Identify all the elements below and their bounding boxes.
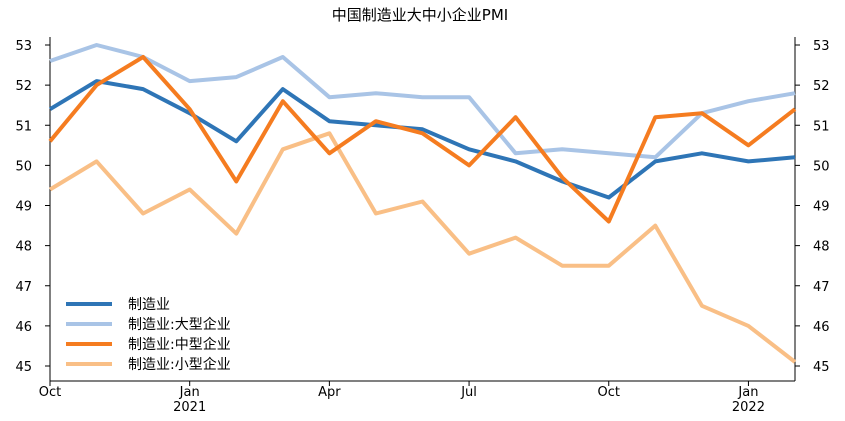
axes: 45 45 46 46 47 47 48 48 49 49 50 50 51 51 52 52 53 53 Oct J…: [15, 37, 830, 415]
y-tick-label-right: 52: [813, 79, 830, 94]
legend-label-0: 制造业: [128, 297, 170, 313]
y-tick-label-right: 47: [813, 280, 830, 295]
y-tick-label-left: 48: [15, 240, 32, 255]
series-layer: [48, 43, 797, 364]
x-tick-label-month: Jul: [460, 385, 477, 400]
y-tick-label-left: 45: [15, 360, 32, 375]
y-tick-label-right: 53: [813, 39, 830, 54]
y-tick-label-right: 46: [813, 320, 830, 335]
y-tick-label-right: 45: [813, 360, 830, 375]
y-tick-label-left: 51: [15, 119, 32, 134]
series-line-2: [48, 55, 797, 224]
series-line-0: [48, 79, 796, 200]
chart-title: 中国制造业大中小企业PMI: [332, 6, 508, 24]
series-line-3: [48, 131, 797, 364]
y-tick-label-left: 53: [15, 39, 32, 54]
x-tick-label-month: Jan: [179, 385, 200, 400]
x-tick-label-month: Jan: [737, 385, 758, 400]
legend-label-2: 制造业:中型企业: [128, 336, 231, 353]
x-tick-label-year: 2022: [732, 400, 765, 415]
y-tick-label-left: 49: [15, 200, 32, 215]
y-tick-label-left: 50: [15, 159, 32, 174]
y-tick-label-left: 52: [15, 79, 32, 94]
y-tick-label-right: 50: [813, 159, 830, 174]
y-tick-label-right: 51: [813, 119, 830, 134]
y-tick-label-left: 47: [15, 280, 32, 295]
y-tick-label-right: 48: [813, 240, 830, 255]
y-tick-label-right: 49: [813, 200, 830, 215]
y-tick-label-left: 46: [15, 320, 32, 335]
legend-label-1: 制造业:大型企业: [128, 316, 231, 333]
legend-label-3: 制造业:小型企业: [128, 356, 231, 373]
x-tick-label-year: 2021: [173, 400, 206, 415]
x-tick-label-month: Apr: [318, 385, 341, 400]
series-line-1: [49, 43, 796, 160]
x-tick-label-month: Oct: [39, 385, 61, 400]
x-tick-label-month: Oct: [598, 385, 620, 400]
